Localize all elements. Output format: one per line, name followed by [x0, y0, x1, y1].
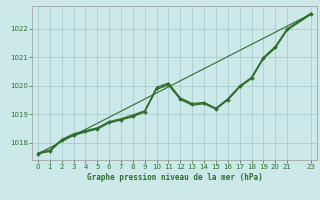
X-axis label: Graphe pression niveau de la mer (hPa): Graphe pression niveau de la mer (hPa)	[86, 173, 262, 182]
